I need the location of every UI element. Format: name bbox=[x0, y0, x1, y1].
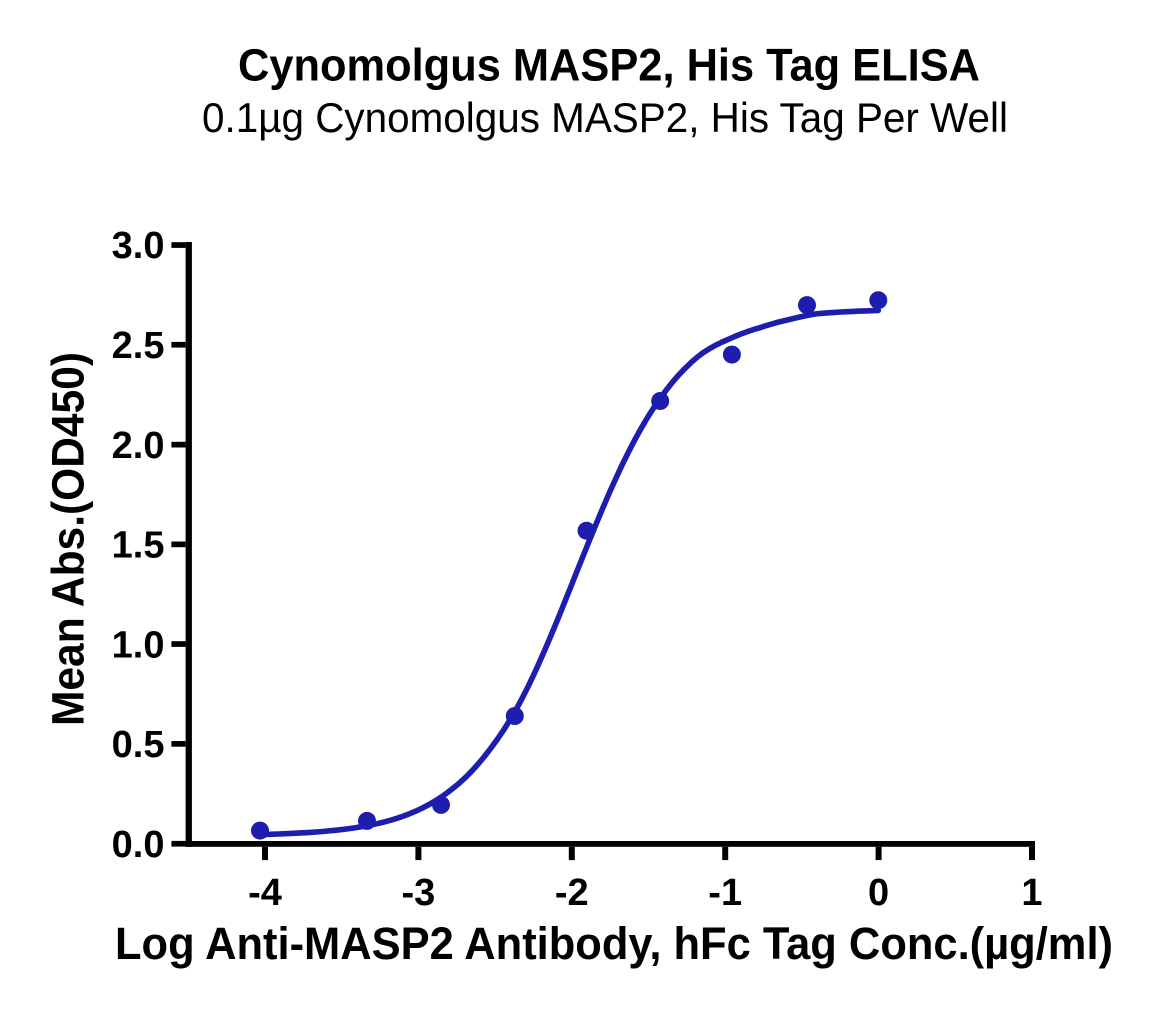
svg-text:0: 0 bbox=[868, 872, 889, 914]
svg-text:3.0: 3.0 bbox=[112, 225, 165, 267]
svg-text:2.0: 2.0 bbox=[112, 425, 165, 467]
svg-text:Log Anti-MASP2 Antibody, hFc T: Log Anti-MASP2 Antibody, hFc Tag Conc.(µ… bbox=[115, 918, 1113, 969]
svg-text:0.0: 0.0 bbox=[112, 824, 165, 866]
svg-text:-1: -1 bbox=[708, 872, 742, 914]
svg-text:1: 1 bbox=[1021, 872, 1042, 914]
svg-text:0.1µg Cynomolgus MASP2, His Ta: 0.1µg Cynomolgus MASP2, His Tag Per Well bbox=[202, 94, 1008, 141]
svg-text:-2: -2 bbox=[555, 872, 589, 914]
svg-text:-4: -4 bbox=[248, 872, 282, 914]
svg-text:2.5: 2.5 bbox=[112, 325, 165, 367]
svg-text:1.5: 1.5 bbox=[112, 525, 165, 567]
svg-text:Mean Abs.(OD450): Mean Abs.(OD450) bbox=[43, 352, 94, 726]
svg-text:0.5: 0.5 bbox=[112, 724, 165, 766]
svg-text:1.0: 1.0 bbox=[112, 624, 165, 666]
svg-text:-3: -3 bbox=[402, 872, 436, 914]
svg-text:Cynomolgus MASP2, His Tag ELIS: Cynomolgus MASP2, His Tag ELISA bbox=[238, 40, 980, 91]
